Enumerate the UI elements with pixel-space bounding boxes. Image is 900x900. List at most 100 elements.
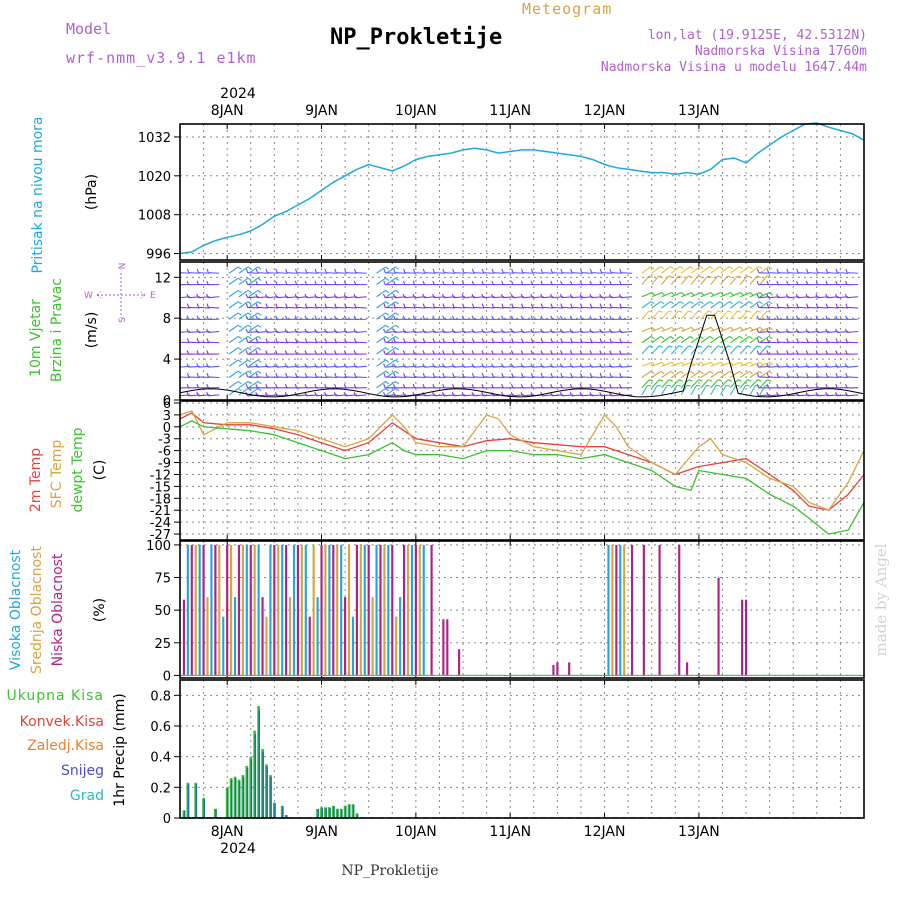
wind-barb: [336, 376, 348, 379]
wind-barb-flag: [698, 310, 703, 313]
wind-barb-flag: [402, 363, 406, 368]
wind-barb-flag: [402, 392, 406, 397]
wind-barb: [571, 376, 583, 379]
wind-barb-flag: [569, 392, 573, 397]
wind-barb-flag: [618, 293, 622, 298]
wind-barb-flag: [550, 338, 553, 343]
wind-barb: [286, 376, 298, 379]
wind-barb-flag: [257, 289, 262, 294]
wind-barb: [670, 275, 679, 285]
wind-barb-flag: [747, 345, 752, 348]
wind-barb: [681, 361, 692, 367]
wind-barb: [710, 379, 719, 389]
wind-barb-flag: [738, 266, 743, 270]
wind-barb: [837, 376, 849, 379]
wind-barb: [758, 376, 770, 379]
wind-barb-flag: [521, 268, 524, 273]
wind-barb-flag: [393, 350, 396, 355]
wind-barb: [749, 310, 758, 320]
wind-barb: [228, 370, 239, 378]
wind-barb: [641, 345, 650, 355]
wind-barb-flag: [815, 392, 819, 397]
wind-barb-flag: [835, 280, 838, 285]
wind-barb-flag: [314, 363, 317, 368]
wind-speed-line: [180, 314, 864, 398]
wind-barb: [749, 361, 761, 367]
wind-barb-flag: [520, 363, 524, 368]
wind-barb: [759, 370, 770, 378]
wind-barb: [611, 376, 623, 379]
cloud-bar: [245, 544, 248, 676]
wind-barb: [267, 341, 279, 344]
wind-barb-flag: [343, 280, 347, 285]
wind-barb-flag: [265, 384, 268, 389]
wind-barb-flag: [511, 303, 514, 308]
wind-barb: [680, 345, 689, 355]
wind-barb-flag: [759, 292, 764, 296]
wind-barb: [720, 310, 729, 320]
wind-barb-flag: [530, 363, 534, 368]
wind-barb: [493, 341, 505, 344]
wind-barb-flag: [274, 328, 278, 333]
precip-ytick-label: 0.2: [150, 781, 171, 796]
temperature-ytick-label: 6: [163, 397, 171, 412]
wind-barb-flag: [737, 345, 742, 348]
wind-barb-flag: [696, 384, 701, 387]
wind-barb: [228, 277, 239, 285]
wind-barb-flag: [660, 266, 665, 270]
wind-barb-flag: [599, 293, 602, 298]
wind-barb: [651, 310, 660, 320]
cloud-bar: [556, 662, 559, 676]
wind-barb-flag: [609, 315, 612, 320]
cloud-bar: [328, 544, 331, 676]
wind-barb: [729, 385, 737, 396]
wind-barb: [758, 272, 770, 274]
wind-barb-flag: [412, 280, 416, 285]
wind-barb: [503, 341, 515, 344]
wind-barb: [386, 359, 396, 367]
wind-barb-flag: [247, 266, 252, 270]
wind-barb-flag: [766, 328, 770, 333]
wind-barb: [720, 335, 730, 344]
wind-barb: [277, 341, 289, 344]
wind-barb-flag: [530, 384, 534, 389]
wind-barb-flag: [382, 293, 386, 298]
wind-barb: [434, 376, 446, 379]
wind-barb-flag: [422, 392, 426, 397]
wind-barb-flag: [560, 372, 563, 378]
wind-barb-flag: [688, 379, 693, 382]
wind-barb-flag: [461, 392, 465, 397]
wind-barb-flag: [835, 293, 838, 298]
wind-barb-flag: [689, 301, 694, 305]
wind-barb-flag: [766, 310, 771, 313]
wind-barb: [690, 301, 701, 309]
wind-barb: [817, 341, 829, 344]
wind-barb-flag: [599, 350, 602, 355]
wind-barb-flag: [766, 392, 770, 397]
precip-snow-bar: [317, 809, 319, 818]
wind-barb-flag: [491, 328, 494, 333]
cloud-bar: [304, 544, 307, 676]
wind-barb-flag: [660, 335, 665, 340]
precip-snow-bar: [356, 813, 359, 818]
wind-barb: [700, 310, 709, 320]
wind-barb-flag: [255, 338, 258, 343]
wind-barb-flag: [247, 301, 252, 305]
wind-barb-flag: [589, 350, 593, 355]
wind-barb: [395, 272, 407, 274]
wind-barb-flag: [393, 372, 396, 378]
wind-barb: [444, 306, 456, 309]
wind-barb-flag: [257, 347, 262, 351]
wind-barb-flag: [304, 280, 308, 285]
wind-barb-flag: [304, 293, 308, 298]
wind-barb-flag: [206, 303, 209, 308]
wind-barb: [277, 376, 289, 379]
wind-barb-flag: [749, 292, 754, 296]
wind-barb-flag: [395, 301, 400, 305]
wind-barb-flag: [766, 384, 769, 389]
wind-barb-flag: [719, 370, 724, 375]
cloud-bar: [340, 544, 343, 676]
wind-barb-flag: [196, 293, 200, 298]
wind-barb: [641, 266, 652, 274]
wind-barb-flag: [245, 363, 249, 368]
